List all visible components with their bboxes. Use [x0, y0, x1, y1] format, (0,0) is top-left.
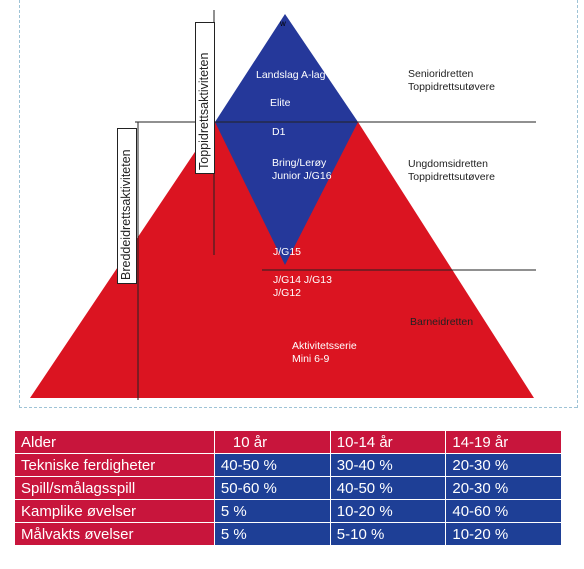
- jg14-label: J/G14 J/G13 J/G12: [273, 274, 332, 299]
- table-cell: 10-20 %: [445, 522, 562, 546]
- senior-label: Senioridretten Toppidrettsutøvere: [408, 68, 495, 93]
- table-cell: 10-20 %: [329, 499, 447, 523]
- bring-label: Bring/Lerøy Junior J/G16: [272, 157, 332, 182]
- bredde-label: Breddeidrettsaktiviteten: [119, 149, 133, 280]
- red-pyramid: [30, 122, 534, 398]
- toppidrett-label: Toppidrettsaktiviteten: [197, 52, 211, 170]
- table-header-cell: 14-19 år: [445, 430, 562, 454]
- jg15-label: J/G15: [273, 246, 302, 258]
- table-header-row: Alder 10 år 10-14 år 14-19 år: [14, 430, 562, 454]
- toppidrett-label-box: [195, 22, 215, 174]
- table-cell: 5-10 %: [329, 522, 447, 546]
- frame-left-border: [19, 0, 20, 408]
- table-cell: 40-50 %: [329, 476, 447, 500]
- table-header-cell: 10-14 år: [329, 430, 447, 454]
- d1-label: D1: [272, 126, 286, 138]
- table-cell: 5 %: [213, 522, 331, 546]
- table-cell: 40-60 %: [445, 499, 562, 523]
- aktivitet-label: Aktivitetsserie Mini 6-9: [292, 340, 357, 365]
- barne-label: Barneidretten: [410, 316, 474, 328]
- table-row: Tekniske ferdigheter 40-50 % 30-40 % 20-…: [14, 453, 562, 477]
- landslag-label: Landslag A-lag: [256, 69, 326, 81]
- table-cell: Målvakts øvelser: [14, 522, 215, 546]
- bredde-label-box: [117, 128, 137, 284]
- table-cell: 20-30 %: [445, 476, 562, 500]
- table-row: Spill/smålagsspill 50-60 % 40-50 % 20-30…: [14, 476, 562, 500]
- frame-bottom-border: [19, 407, 577, 408]
- frame-right-border: [577, 0, 578, 408]
- pyramid-top-label: w: [280, 19, 286, 28]
- ungdom-label: Ungdomsidretten Toppidrettsutøvere: [408, 158, 495, 183]
- training-distribution-table: Alder 10 år 10-14 år 14-19 år Tekniske f…: [14, 430, 562, 546]
- table-cell: 5 %: [213, 499, 331, 523]
- table-cell: Tekniske ferdigheter: [14, 453, 215, 477]
- pyramid-diagram: Toppidrettsaktiviteten Breddeidrettsakti…: [19, 0, 578, 408]
- table-cell: 50-60 %: [213, 476, 331, 500]
- table-cell: Spill/smålagsspill: [14, 476, 215, 500]
- table-cell: Kamplike øvelser: [14, 499, 215, 523]
- table-header-cell: Alder: [14, 430, 215, 454]
- blue-diamond: [215, 14, 358, 265]
- table-header-cell: 10 år: [213, 430, 331, 454]
- table-row: Kamplike øvelser 5 % 10-20 % 40-60 %: [14, 499, 562, 523]
- table-cell: 40-50 %: [213, 453, 331, 477]
- table-row: Målvakts øvelser 5 % 5-10 % 10-20 %: [14, 522, 562, 546]
- elite-label: Elite: [270, 97, 291, 109]
- table-cell: 20-30 %: [445, 453, 562, 477]
- table-cell: 30-40 %: [329, 453, 447, 477]
